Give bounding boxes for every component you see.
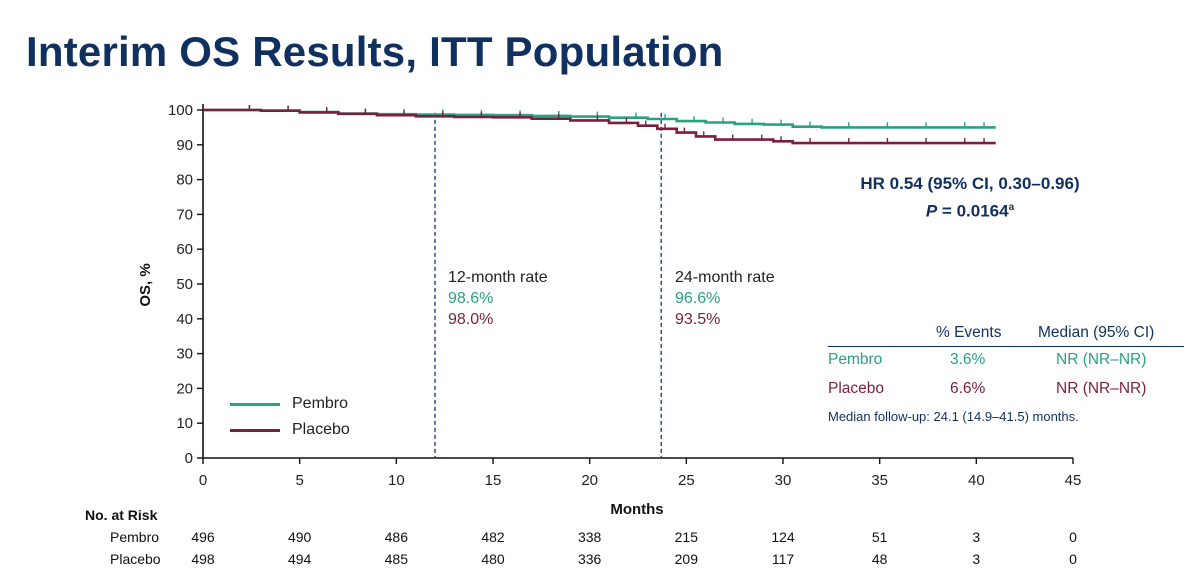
- col-median-header: Median (95% CI): [1038, 324, 1155, 341]
- risk-cell-placebo: 0: [1069, 551, 1077, 567]
- rate-24-pembro: 96.6%: [675, 290, 721, 307]
- risk-cell-placebo: 498: [191, 551, 215, 567]
- median-followup: Median follow-up: 24.1 (14.9–41.5) month…: [828, 409, 1079, 424]
- x-tick-label: 30: [775, 472, 792, 489]
- risk-row-label-pembro: Pembro: [110, 529, 160, 545]
- y-tick-label: 40: [176, 311, 193, 328]
- hazard-ratio-box: HR 0.54 (95% CI, 0.30–0.96) P = 0.0164a: [820, 172, 1120, 224]
- legend-label-placebo: Placebo: [292, 421, 350, 438]
- summary-median: NR (NR–NR): [1056, 380, 1147, 397]
- legend-swatch-pembro: [230, 403, 280, 406]
- y-tick-label: 90: [176, 137, 193, 154]
- summary-header: % Events Median (95% CI): [828, 320, 1184, 347]
- y-tick-label: 60: [176, 241, 193, 258]
- summary-events: 3.6%: [950, 351, 986, 368]
- summary-events: 6.6%: [950, 380, 986, 397]
- km-curve-placebo: [203, 108, 996, 145]
- risk-cell-pembro: 338: [577, 529, 602, 545]
- x-tick-label: 45: [1065, 472, 1082, 489]
- risk-cell-placebo: 117: [771, 551, 795, 567]
- rate-12-title: 12-month rate: [448, 269, 548, 286]
- x-tick-label: 40: [968, 472, 985, 489]
- summary-row-pembro: Pembro 3.6% NR (NR–NR): [828, 347, 1184, 376]
- risk-cell-placebo: 336: [577, 551, 602, 567]
- summary-name: Pembro: [828, 351, 883, 368]
- risk-table-header: No. at Risk: [85, 507, 158, 523]
- risk-row-label-placebo: Placebo: [110, 551, 161, 567]
- rate-24-month: 24-month rate 96.6% 93.5%: [675, 267, 775, 330]
- x-tick-label: 0: [199, 472, 207, 489]
- risk-cell-placebo: 480: [481, 551, 505, 567]
- p-value-line: P = 0.0164a: [820, 196, 1120, 224]
- rate-24-title: 24-month rate: [675, 269, 775, 286]
- y-tick-label: 70: [176, 206, 193, 223]
- risk-cell-placebo: 494: [287, 551, 312, 567]
- risk-cell-pembro: 486: [384, 529, 408, 545]
- risk-cell-pembro: 482: [481, 529, 505, 545]
- legend-swatch-placebo: [230, 429, 280, 432]
- p-value: = 0.0164: [937, 201, 1009, 221]
- risk-cell-placebo: 48: [871, 551, 888, 567]
- risk-cell-pembro: 51: [871, 529, 888, 545]
- col-events-header: % Events: [936, 324, 1002, 341]
- risk-cell-pembro: 496: [191, 529, 215, 545]
- risk-cell-pembro: 124: [771, 529, 795, 545]
- y-tick-label: 10: [176, 415, 193, 432]
- risk-cell-pembro: 0: [1069, 529, 1077, 545]
- risk-cell-placebo: 3: [972, 551, 981, 567]
- risk-cell-placebo: 485: [384, 551, 408, 567]
- y-tick-label: 50: [176, 276, 193, 293]
- y-tick-label: 100: [168, 102, 193, 119]
- rate-12-placebo: 98.0%: [448, 311, 494, 328]
- risk-cell-pembro: 215: [674, 529, 698, 545]
- p-label: P: [925, 201, 938, 221]
- rate-12-pembro: 98.6%: [448, 290, 494, 307]
- reference-lines: [434, 112, 662, 458]
- x-tick-label: 35: [871, 472, 888, 489]
- hazard-ratio: HR 0.54 (95% CI, 0.30–0.96): [860, 174, 1080, 193]
- x-tick-label: 5: [295, 472, 303, 489]
- y-tick-label: 80: [176, 172, 193, 189]
- summary-table: % Events Median (95% CI) Pembro 3.6% NR …: [828, 320, 1184, 424]
- p-footnote-marker: a: [1008, 202, 1015, 213]
- y-tick-label: 30: [176, 346, 193, 363]
- legend-label-pembro: Pembro: [292, 395, 349, 412]
- x-tick-label: 25: [678, 472, 695, 489]
- axes-layer: 0 10 20 30 40 50 60 70 80 90 100 0 5 10 15 20 25 30 35 40 45: [168, 102, 1081, 489]
- summary-median: NR (NR–NR): [1056, 351, 1147, 368]
- risk-cell-placebo: 209: [674, 551, 698, 567]
- summary-name: Placebo: [828, 380, 885, 397]
- slide-title: Interim OS Results, ITT Population: [26, 28, 724, 75]
- y-tick-label: 0: [185, 450, 193, 467]
- x-tick-label: 15: [485, 472, 502, 489]
- summary-row-placebo: Placebo 6.6% NR (NR–NR): [828, 376, 1184, 405]
- risk-cell-pembro: 3: [972, 529, 981, 545]
- rate-24-placebo: 93.5%: [675, 311, 721, 328]
- series-layer: [203, 105, 996, 145]
- y-axis-label: OS, %: [137, 263, 154, 306]
- x-axis-label: Months: [610, 501, 663, 518]
- x-tick-label: 10: [388, 472, 405, 489]
- risk-cell-pembro: 490: [287, 529, 312, 545]
- x-tick-label: 20: [581, 472, 598, 489]
- rate-12-month: 12-month rate 98.6% 98.0%: [448, 267, 548, 330]
- y-tick-label: 20: [176, 380, 193, 397]
